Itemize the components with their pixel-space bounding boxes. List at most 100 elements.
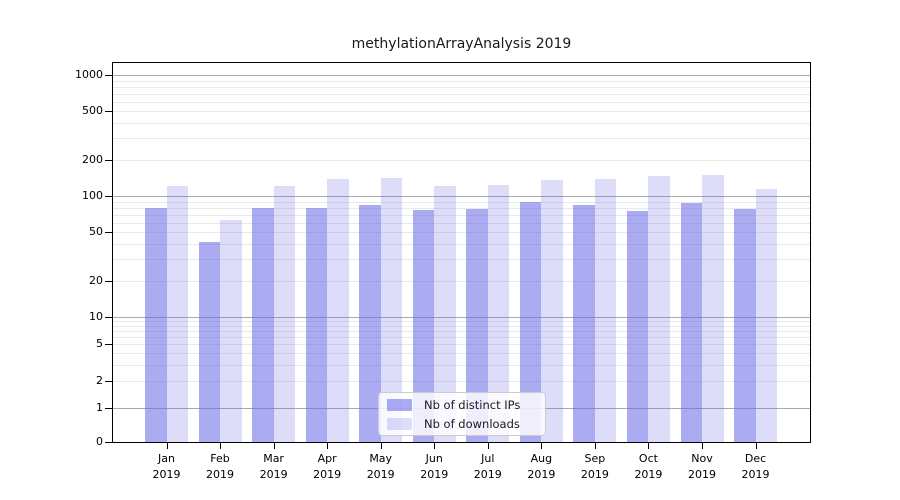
- bar-mar-distinct-ips: [252, 207, 274, 442]
- x-tick-label-apr: Apr 2019: [300, 451, 354, 483]
- minor-gridline-20: [113, 280, 810, 282]
- minor-gridline-400: [113, 123, 810, 125]
- y-tick-label-500: 500: [82, 104, 103, 118]
- bar-jun-distinct-ips: [412, 210, 435, 442]
- x-tick-year: 2019: [527, 468, 556, 481]
- major-gridline-1000: [113, 75, 810, 76]
- minor-gridline-200: [113, 159, 810, 161]
- y-tick-mark-20: [105, 280, 112, 282]
- y-tick-label-10: 10: [89, 310, 103, 323]
- bar-nov-distinct-ips: [680, 202, 702, 442]
- x-tick-mark-nov: [702, 443, 703, 449]
- bar-aug-distinct-ips: [519, 201, 542, 442]
- bar-may-distinct-ips: [359, 205, 381, 442]
- bar-feb-downloads: [220, 220, 242, 442]
- x-tick-year: 2019: [152, 468, 181, 481]
- minor-gridline-900: [113, 80, 810, 82]
- x-tick-label-sep: Sep 2019: [568, 451, 622, 483]
- y-tick-mark-500: [105, 111, 112, 113]
- x-tick-month: Jun: [425, 452, 443, 465]
- x-tick-mark-jun: [434, 443, 436, 449]
- minor-gridline-80: [113, 207, 810, 209]
- y-tick-label-50: 50: [89, 225, 103, 239]
- y-tick-mark-0: [105, 442, 112, 443]
- y-tick-mark-50: [105, 232, 112, 234]
- x-tick-mark-aug: [541, 443, 543, 449]
- chart-title: methylationArrayAnalysis 2019: [351, 36, 572, 52]
- y-tick-label-200: 200: [82, 152, 103, 166]
- bar-jan-downloads: [166, 185, 188, 442]
- y-tick-mark-1: [105, 408, 112, 409]
- bar-aug-downloads: [541, 180, 563, 442]
- x-tick-month: Dec: [744, 452, 767, 465]
- minor-gridline-800: [113, 86, 810, 88]
- x-tick-year: 2019: [420, 468, 449, 481]
- x-tick-mark-apr: [327, 443, 329, 449]
- minor-gridline-500: [113, 111, 810, 113]
- y-tick-mark-1000: [105, 75, 112, 76]
- legend-item-distinct-ips: Nb of distinct IPs: [387, 397, 537, 412]
- bar-may-downloads: [380, 178, 403, 442]
- minor-gridline-70: [113, 214, 810, 216]
- bar-oct-downloads: [648, 175, 670, 442]
- x-tick-mark-sep: [594, 443, 596, 449]
- y-tick-label-1: 1: [96, 401, 103, 414]
- y-tick-label-5: 5: [96, 337, 103, 351]
- bar-dec-distinct-ips: [734, 209, 756, 442]
- x-tick-mark-jan: [166, 443, 168, 449]
- x-tick-year: 2019: [580, 468, 609, 481]
- bottom-spine: [112, 442, 811, 443]
- minor-gridline-60: [113, 222, 810, 224]
- minor-gridline-50: [113, 232, 810, 234]
- bar-jan-distinct-ips: [145, 208, 167, 442]
- x-tick-month: Feb: [210, 452, 230, 465]
- x-tick-month: Jul: [481, 452, 495, 465]
- minor-gridline-600: [113, 101, 810, 103]
- x-tick-year: 2019: [688, 468, 716, 481]
- minor-gridline-8: [113, 325, 810, 327]
- x-tick-label-feb: Feb 2019: [193, 451, 247, 483]
- x-tick-year: 2019: [259, 468, 288, 481]
- bar-apr-downloads: [327, 179, 349, 442]
- major-gridline-10: [113, 317, 810, 318]
- y-tick-label-100: 100: [82, 189, 103, 202]
- minor-gridline-40: [113, 244, 810, 246]
- y-tick-label-1000: 1000: [75, 68, 103, 81]
- bar-jul-downloads: [487, 185, 510, 442]
- x-tick-label-may: May 2019: [354, 451, 408, 483]
- x-tick-mark-feb: [220, 443, 222, 449]
- major-gridline-100: [113, 196, 810, 197]
- bar-sep-downloads: [594, 179, 617, 442]
- minor-gridline-700: [113, 93, 810, 95]
- x-tick-month: Sep: [584, 452, 606, 465]
- legend-swatch-distinct-ips: [387, 398, 412, 411]
- x-tick-label-mar: Mar 2019: [247, 451, 301, 483]
- x-tick-month: Oct: [638, 452, 658, 465]
- x-tick-mark-mar: [273, 443, 275, 449]
- minor-gridline-30: [113, 259, 810, 261]
- x-tick-label-dec: Dec 2019: [729, 451, 783, 483]
- x-tick-mark-may: [380, 443, 382, 449]
- y-tick-label-0: 0: [96, 435, 103, 448]
- x-tick-mark-jul: [487, 443, 489, 449]
- legend-label-distinct-ips: Nb of distinct IPs: [424, 397, 521, 412]
- minor-gridline-3: [113, 364, 810, 366]
- right-spine: [810, 62, 811, 443]
- bar-oct-distinct-ips: [626, 211, 649, 442]
- minor-gridline-5: [113, 344, 810, 346]
- plot-area: [113, 62, 810, 442]
- x-tick-month: Nov: [691, 452, 713, 465]
- x-tick-label-oct: Oct 2019: [621, 451, 675, 483]
- legend-label-downloads: Nb of downloads: [424, 416, 520, 431]
- x-tick-month: Apr: [317, 452, 337, 465]
- minor-gridline-6: [113, 337, 810, 339]
- x-tick-label-jan: Jan 2019: [140, 451, 194, 483]
- minor-gridline-90: [113, 201, 810, 203]
- bar-jun-downloads: [434, 185, 456, 442]
- bar-nov-downloads: [702, 174, 724, 442]
- y-tick-mark-100: [105, 196, 112, 197]
- legend-swatch-downloads: [387, 417, 412, 430]
- x-tick-year: 2019: [206, 468, 235, 481]
- x-tick-year: 2019: [741, 468, 770, 481]
